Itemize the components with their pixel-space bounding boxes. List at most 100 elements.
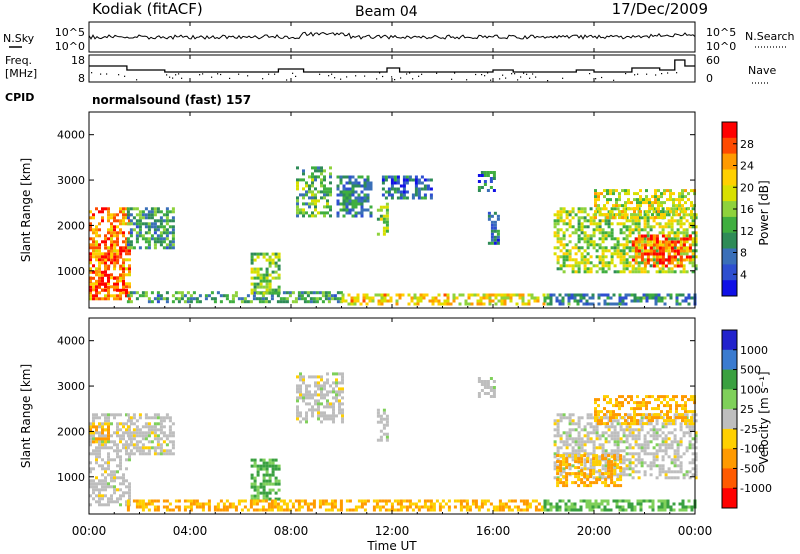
heatmap-cell xyxy=(675,296,679,300)
heatmap-cell xyxy=(327,502,331,506)
heatmap-cell xyxy=(119,273,122,277)
heatmap-cell xyxy=(317,387,320,391)
heatmap-cell xyxy=(631,452,635,456)
heatmap-cell xyxy=(95,446,98,450)
heatmap-cell xyxy=(628,425,632,429)
heatmap-cell xyxy=(98,425,101,429)
heatmap-cell xyxy=(528,502,532,506)
heatmap-cell xyxy=(271,291,275,295)
heatmap-cell xyxy=(271,488,275,492)
heatmap-cell xyxy=(562,431,566,435)
heatmap-cell xyxy=(135,440,139,444)
heatmap-cell xyxy=(586,225,590,229)
heatmap-cell xyxy=(144,434,148,438)
heatmap-cell xyxy=(171,219,175,223)
heatmap-cell xyxy=(589,461,593,465)
heatmap-cell xyxy=(546,302,550,306)
heatmap-cell xyxy=(649,452,653,456)
heatmap-cell xyxy=(132,228,136,232)
heatmap-cell xyxy=(661,264,665,268)
heatmap-cell xyxy=(162,225,166,229)
heatmap-cell xyxy=(631,258,635,262)
heatmap-cell xyxy=(598,478,602,482)
heatmap-cell xyxy=(348,190,352,194)
heatmap-cell xyxy=(299,390,302,394)
heatmap-cell xyxy=(645,416,648,420)
heatmap-cell xyxy=(156,499,160,503)
heatmap-cell xyxy=(664,240,668,244)
heatmap-cell xyxy=(320,402,323,406)
heatmap-cell xyxy=(634,222,638,226)
heatmap-cell xyxy=(122,282,125,286)
heatmap-cell xyxy=(673,237,677,241)
heatmap-cell xyxy=(568,413,572,417)
heatmap-cell xyxy=(616,434,620,438)
heatmap-cell xyxy=(119,494,122,498)
heatmap-cell xyxy=(672,198,675,202)
heatmap-cell xyxy=(637,219,641,223)
heatmap-cell xyxy=(618,395,621,399)
nave-dot xyxy=(517,79,519,81)
heatmap-cell xyxy=(675,204,678,208)
heatmap-cell xyxy=(621,404,624,408)
heatmap-cell xyxy=(667,249,671,253)
heatmap-cell xyxy=(684,416,687,420)
heatmap-cell xyxy=(256,291,260,295)
heatmap-cell xyxy=(339,297,343,301)
heatmap-cell xyxy=(379,438,383,442)
heatmap-cell xyxy=(558,302,562,306)
heatmap-cell xyxy=(607,249,611,253)
heatmap-cell xyxy=(603,207,606,211)
heatmap-cell xyxy=(320,387,323,391)
heatmap-cell xyxy=(601,246,605,250)
heatmap-cell xyxy=(110,294,113,298)
heatmap-cell xyxy=(583,443,587,447)
heatmap-cell xyxy=(261,297,265,301)
heatmap-cell xyxy=(625,464,629,468)
heatmap-cell xyxy=(98,279,101,283)
heatmap-cell xyxy=(231,300,235,304)
heatmap-cell xyxy=(419,299,423,303)
heatmap-cell xyxy=(89,485,92,489)
heatmap-cell xyxy=(618,293,622,297)
heatmap-cell xyxy=(153,222,157,226)
heatmap-cell xyxy=(320,181,323,185)
heatmap-cell xyxy=(104,479,107,483)
heatmap-cell xyxy=(144,446,148,450)
heatmap-cell xyxy=(311,375,314,379)
heatmap-cell xyxy=(610,449,614,453)
heatmap-cell xyxy=(171,443,175,447)
heatmap-cell xyxy=(616,419,620,423)
heatmap-cell xyxy=(601,270,605,274)
heatmap-cell xyxy=(110,473,113,477)
heatmap-cell xyxy=(615,213,618,217)
heatmap-cell xyxy=(335,378,338,382)
heatmap-cell xyxy=(646,213,650,217)
heatmap-cell xyxy=(317,402,320,406)
heatmap-cell xyxy=(640,261,644,265)
heatmap-cell xyxy=(565,216,569,220)
heatmap-cell xyxy=(691,258,695,262)
heatmap-cell xyxy=(625,428,629,432)
heatmap-cell xyxy=(462,499,466,503)
heatmap-cell xyxy=(122,288,125,292)
heatmap-cell xyxy=(634,458,638,462)
heatmap-cell xyxy=(101,428,104,432)
heatmap-cell xyxy=(277,264,281,268)
heatmap-cell xyxy=(385,220,389,224)
heatmap-cell xyxy=(684,407,687,411)
heatmap-cell xyxy=(408,502,412,506)
heatmap-cell xyxy=(156,413,160,417)
heatmap-cell xyxy=(634,452,638,456)
heatmap-cell xyxy=(207,294,211,298)
heatmap-cell xyxy=(98,249,101,253)
heatmap-cell xyxy=(101,255,104,259)
heatmap-cell xyxy=(645,422,648,426)
heatmap-cell xyxy=(256,485,260,489)
heatmap-cell xyxy=(156,508,160,512)
nsky-line xyxy=(88,31,696,40)
heatmap-cell xyxy=(122,231,125,235)
nave-dot xyxy=(355,75,357,77)
heatmap-cell xyxy=(645,404,648,408)
heatmap-cell xyxy=(555,505,559,509)
